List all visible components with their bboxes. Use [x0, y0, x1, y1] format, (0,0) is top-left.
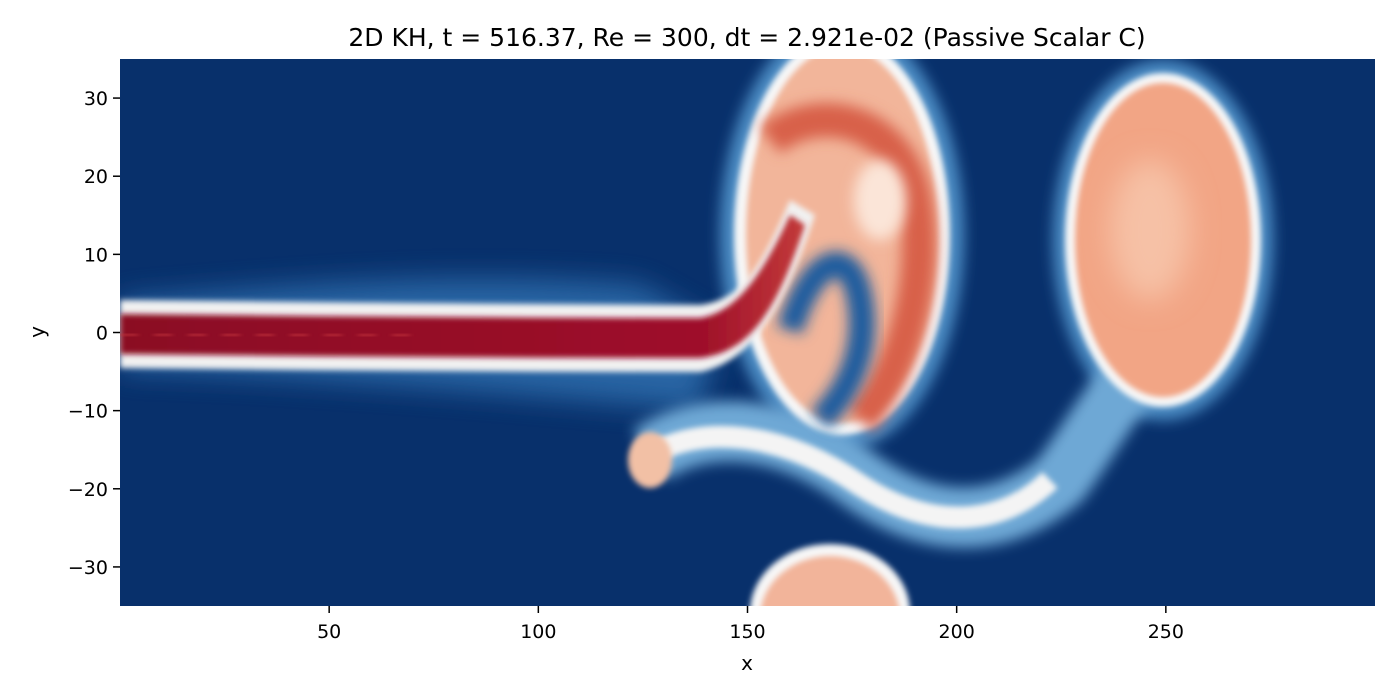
filament-tip: [628, 432, 672, 488]
upper-vortex-spiral: [759, 103, 936, 433]
x-axis-label: x: [741, 651, 753, 675]
chart-title: 2D KH, t = 516.37, Re = 300, dt = 2.921e…: [348, 23, 1145, 52]
y-tick-label: −10: [68, 401, 108, 423]
upper-vortex-inner: [777, 251, 875, 430]
y-tick-label: −30: [68, 557, 108, 579]
upper-vortex-center: [854, 160, 906, 240]
x-tick-label: 150: [729, 621, 765, 643]
x-axis: 50 100 150 200 250: [317, 606, 1184, 643]
x-tick-label: 250: [1148, 621, 1184, 643]
y-tick-label: −20: [68, 479, 108, 501]
y-tick-label: 10: [84, 244, 108, 266]
x-tick-label: 50: [317, 621, 341, 643]
jet-ripples: [120, 331, 421, 339]
jet-core: [120, 215, 805, 358]
lower-filament-core: [644, 425, 1058, 529]
x-tick-label: 100: [520, 621, 556, 643]
y-tick-label: 30: [84, 88, 108, 110]
heatmap-field: [120, 59, 1375, 606]
trailing-vortex-center: [1110, 160, 1190, 300]
y-tick-label: 0: [96, 323, 108, 345]
y-tick-label: 20: [84, 166, 108, 188]
y-axis: 30 20 10 0 −10 −20 −30: [68, 88, 120, 579]
y-axis-label: y: [25, 326, 49, 338]
x-tick-label: 200: [939, 621, 975, 643]
bottom-vortex-body: [761, 556, 899, 606]
